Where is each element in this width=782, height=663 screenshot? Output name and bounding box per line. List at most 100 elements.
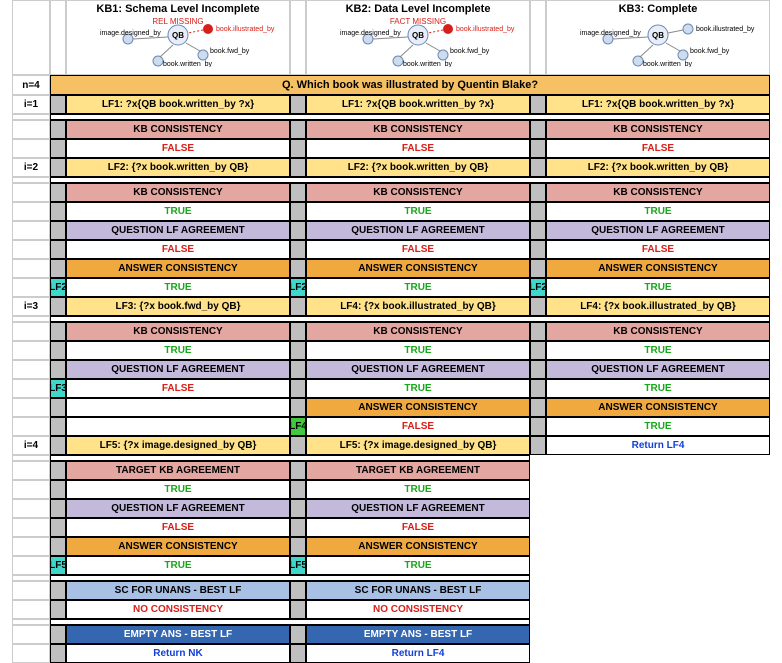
gap: [50, 95, 66, 114]
retlf4-kb3: Return LF4: [546, 436, 770, 455]
lf1-kb1: LF1: ?x{QB book.written_by ?x}: [66, 95, 290, 114]
false-kb3-1: FALSE: [546, 139, 770, 158]
qlfa-kb1-2: QUESTION LF AGREEMENT: [66, 221, 290, 240]
svg-text:image.designed_by: image.designed_by: [580, 30, 641, 37]
false-kb2-1: FALSE: [306, 139, 530, 158]
svg-text:book.illustrated_by: book.illustrated_by: [456, 26, 515, 33]
gap: [290, 625, 306, 644]
lf1-kb3: LF1: ?x{QB book.written_by ?x}: [546, 95, 770, 114]
svg-text:book.illustrated_by: book.illustrated_by: [216, 26, 275, 33]
row-empty: [12, 139, 50, 158]
gap: [290, 322, 306, 341]
row-empty: [12, 259, 50, 278]
svg-text:QB: QB: [652, 31, 664, 40]
gap: [530, 379, 546, 398]
svg-text:book.written_by: book.written_by: [643, 61, 693, 67]
anscons-kb3-3: ANSWER CONSISTENCY: [546, 398, 770, 417]
gap: [290, 461, 306, 480]
gap: [290, 95, 306, 114]
row-empty: [12, 537, 50, 556]
qlfa-kb1-4: QUESTION LF AGREEMENT: [66, 499, 290, 518]
gap: [50, 139, 66, 158]
n-label: n=4: [12, 75, 50, 95]
gap: [290, 379, 306, 398]
lf3tag-kb1: LF3: [50, 379, 66, 398]
true-kb1-4: TRUE: [66, 480, 290, 499]
svg-text:book.fwd_by: book.fwd_by: [210, 48, 250, 55]
corner-empty: [12, 0, 50, 75]
gap: [50, 581, 66, 600]
gap: [290, 139, 306, 158]
kbcons-kb3-3: KB CONSISTENCY: [546, 322, 770, 341]
retlf4-kb2: Return LF4: [306, 644, 530, 663]
true-kb3-2: TRUE: [546, 202, 770, 221]
row-empty: [12, 221, 50, 240]
row-empty: [12, 379, 50, 398]
svg-text:book.fwd_by: book.fwd_by: [450, 48, 490, 55]
gap: [530, 120, 546, 139]
gap: [290, 360, 306, 379]
gap: [50, 183, 66, 202]
gap: [290, 600, 306, 619]
gap: [50, 480, 66, 499]
anscons-kb2-2: ANSWER CONSISTENCY: [306, 259, 530, 278]
svg-text:QB: QB: [412, 31, 424, 40]
lf4-kb3: LF4: {?x book.illustrated_by QB}: [546, 297, 770, 316]
gap: [50, 297, 66, 316]
gap: [530, 417, 546, 436]
gap: [50, 341, 66, 360]
gap: [530, 297, 546, 316]
lf2tag-kb2: LF2: [290, 278, 306, 297]
true-kb1-2: TRUE: [66, 202, 290, 221]
retnk-kb1: Return NK: [66, 644, 290, 663]
kb2-missing: FACT MISSING: [390, 17, 446, 26]
gap: [50, 322, 66, 341]
kb3-title: KB3: Complete: [551, 3, 765, 15]
kb1-missing: REL MISSING: [152, 17, 203, 26]
kbcons-kb1-3: KB CONSISTENCY: [66, 322, 290, 341]
header-kb3: KB3: Complete QB image.designed_by book.…: [546, 0, 770, 75]
gap: [290, 297, 306, 316]
row-empty: [12, 480, 50, 499]
lf4tag-kb2: LF4: [290, 417, 306, 436]
gap: [50, 436, 66, 455]
true-kb3-3c: TRUE: [546, 417, 770, 436]
gap: [290, 581, 306, 600]
svg-text:book.fwd_by: book.fwd_by: [690, 48, 730, 55]
gap: [530, 240, 546, 259]
emptyans-kb1: EMPTY ANS - BEST LF: [66, 625, 290, 644]
tkba-kb1: TARGET KB AGREEMENT: [66, 461, 290, 480]
gap: [290, 341, 306, 360]
gap: [290, 537, 306, 556]
row-empty: [12, 240, 50, 259]
row-empty: [12, 600, 50, 619]
empty-kb1-r: [66, 417, 290, 436]
i2-label: i=2: [12, 158, 50, 177]
gap: [50, 259, 66, 278]
gap: [50, 398, 66, 417]
header-gap-3: [530, 0, 546, 75]
qlfa-kb2-4: QUESTION LF AGREEMENT: [306, 499, 530, 518]
svg-text:book.written_by: book.written_by: [403, 61, 453, 67]
lf3-kb1: LF3: {?x book.fwd_by QB}: [66, 297, 290, 316]
header-kb1: KB1: Schema Level Incomplete REL MISSING…: [66, 0, 290, 75]
kb1-title: KB1: Schema Level Incomplete: [71, 3, 285, 15]
header-gap-1: [50, 0, 66, 75]
gap: [530, 322, 546, 341]
true-kb2-4b: TRUE: [306, 556, 530, 575]
nocons-kb2: NO CONSISTENCY: [306, 600, 530, 619]
scunans-kb2: SC FOR UNANS - BEST LF: [306, 581, 530, 600]
row-empty: [12, 625, 50, 644]
qlfa-kb2-2: QUESTION LF AGREEMENT: [306, 221, 530, 240]
false-kb3-2: FALSE: [546, 240, 770, 259]
gap: [290, 436, 306, 455]
row-empty: [12, 398, 50, 417]
gap: [290, 240, 306, 259]
lf2-kb1: LF2: {?x book.written_by QB}: [66, 158, 290, 177]
lf5-kb1: LF5: {?x image.designed_by QB}: [66, 436, 290, 455]
row-empty: [12, 120, 50, 139]
false-kb1-3: FALSE: [66, 379, 290, 398]
i1-label: i=1: [12, 95, 50, 114]
gap: [290, 398, 306, 417]
row-empty: [12, 322, 50, 341]
